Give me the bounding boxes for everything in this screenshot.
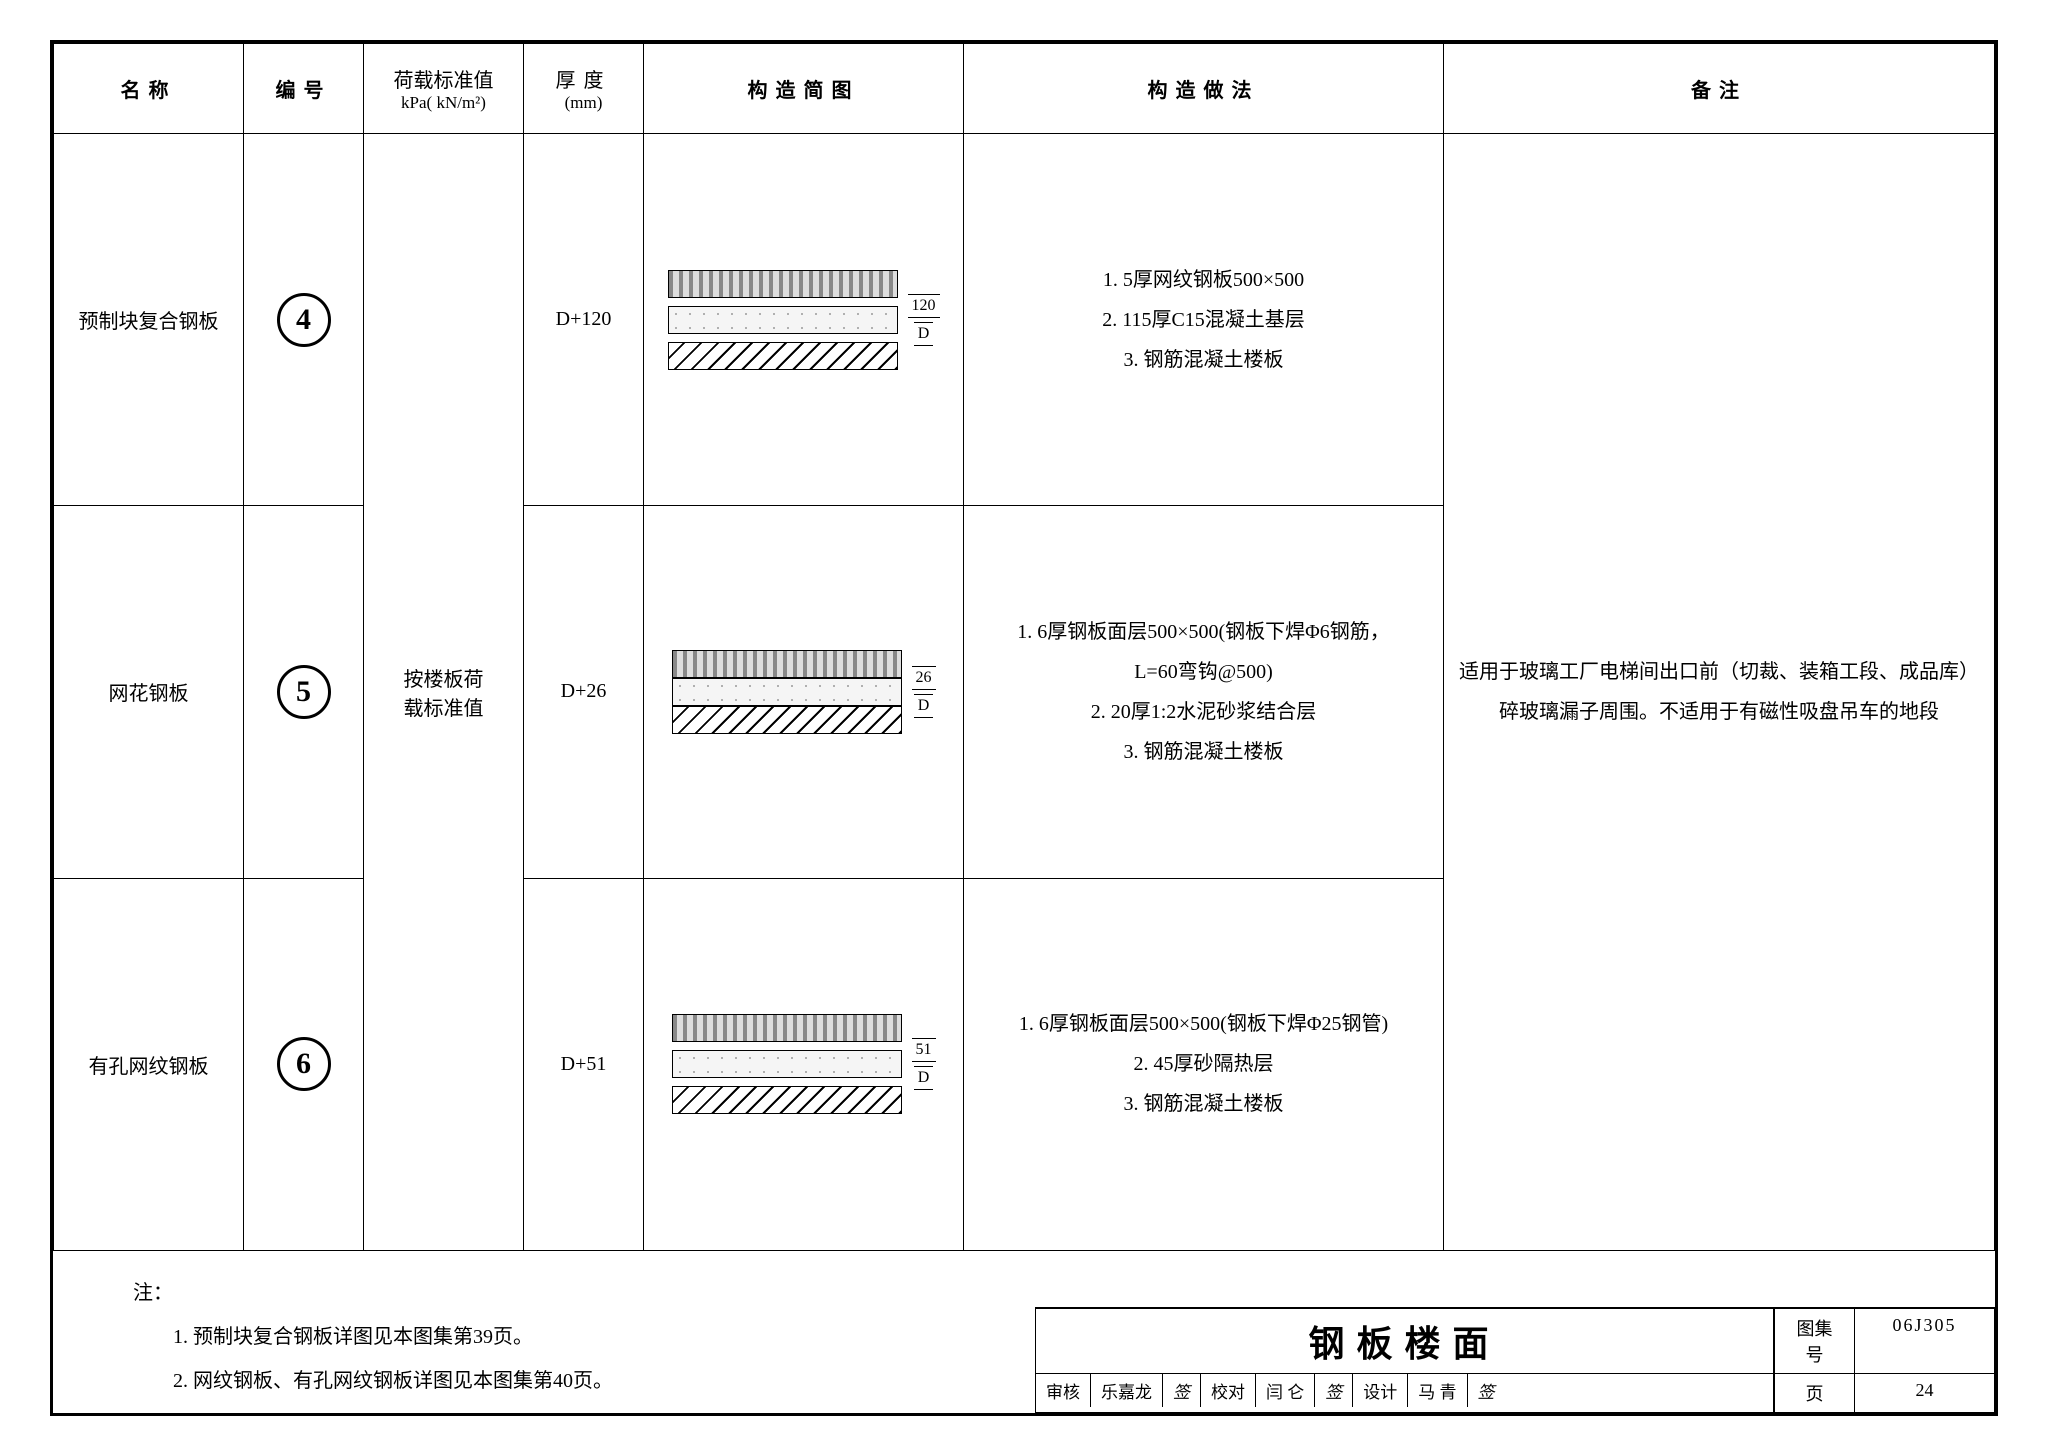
dim-value: 51 xyxy=(912,1038,936,1062)
layer-stack xyxy=(672,650,902,734)
table-row: 预制块复合钢板4按楼板荷 载标准值D+120120D1. 5厚网纹钢板500×5… xyxy=(54,134,1995,506)
cell-thickness: D+26 xyxy=(524,506,644,878)
header-row: 名称 编号 荷载标准值 kPa( kN/m²) 厚度 (mm) 构造简图 构造做… xyxy=(54,44,1995,134)
note-line-2: 2. 网纹钢板、有孔网纹钢板详图见本图集第40页。 xyxy=(133,1359,995,1403)
cell-method: 1. 5厚网纹钢板500×500 2. 115厚C15混凝土基层 3. 钢筋混凝… xyxy=(964,134,1444,506)
diagram-wrap: 120 D xyxy=(654,270,953,370)
dimension-labels: 26 D xyxy=(912,666,936,718)
dimension-labels: 120 D xyxy=(908,294,940,346)
th-diagram: 构造简图 xyxy=(644,44,964,134)
drawing-frame: 名称 编号 荷载标准值 kPa( kN/m²) 厚度 (mm) 构造简图 构造做… xyxy=(50,40,1998,1416)
title-meta: 审核 乐嘉龙 签 校对 闫 仑 签 设计 马 青 签 xyxy=(1036,1374,1773,1407)
page-no: 24 xyxy=(1854,1374,1994,1412)
audit-label: 审核 xyxy=(1036,1374,1091,1407)
construction-table: 名称 编号 荷载标准值 kPa( kN/m²) 厚度 (mm) 构造简图 构造做… xyxy=(53,43,1995,1251)
cell-diagram: 51 D xyxy=(644,878,964,1250)
check-name: 闫 仑 xyxy=(1256,1374,1315,1407)
layer-stack xyxy=(672,1014,902,1114)
cell-code: 6 xyxy=(244,878,364,1250)
title-block: 钢板楼面 审核 乐嘉龙 签 校对 闫 仑 签 设计 马 青 签 xyxy=(1035,1307,1995,1413)
dim-value: D xyxy=(914,694,934,718)
code-circle: 5 xyxy=(277,665,331,719)
code-circle: 4 xyxy=(277,293,331,347)
set-no: 06J305 xyxy=(1854,1309,1994,1374)
doc-title: 钢板楼面 xyxy=(1036,1309,1773,1374)
dim-value: D xyxy=(914,322,934,346)
diagram-layer xyxy=(668,306,898,334)
cell-method: 1. 6厚钢板面层500×500(钢板下焊Φ6钢筋， L=60弯钩@500) 2… xyxy=(964,506,1444,878)
cell-name: 预制块复合钢板 xyxy=(54,134,244,506)
th-load-txt: 荷载标准值 xyxy=(394,70,494,92)
dim-value: 26 xyxy=(912,666,936,690)
notes-title: 注： xyxy=(133,1271,995,1315)
check-label: 校对 xyxy=(1201,1374,1256,1407)
cell-remark: 适用于玻璃工厂电梯间出口前（切裁、装箱工段、成品库）碎玻璃漏子周围。不适用于有磁… xyxy=(1444,134,1995,1251)
th-method: 构造做法 xyxy=(964,44,1444,134)
dim-value: 120 xyxy=(908,294,940,318)
code-circle: 6 xyxy=(277,1037,331,1091)
cell-diagram: 120 D xyxy=(644,134,964,506)
page-label: 页 xyxy=(1774,1374,1854,1412)
set-label: 图集号 xyxy=(1774,1309,1854,1374)
diagram-wrap: 26 D xyxy=(654,650,953,734)
diagram-wrap: 51 D xyxy=(654,1014,953,1114)
cell-diagram: 26 D xyxy=(644,506,964,878)
cell-code: 4 xyxy=(244,134,364,506)
th-remark: 备注 xyxy=(1444,44,1995,134)
design-name: 马 青 xyxy=(1408,1374,1467,1407)
diagram-layer xyxy=(672,1086,902,1114)
diagram-layer xyxy=(672,678,902,706)
cell-name: 网花钢板 xyxy=(54,506,244,878)
diagram-layer xyxy=(672,1050,902,1078)
cell-load: 按楼板荷 载标准值 xyxy=(364,134,524,1251)
cell-thickness: D+120 xyxy=(524,134,644,506)
th-code: 编号 xyxy=(244,44,364,134)
dim-value: D xyxy=(914,1066,934,1090)
diagram-layer xyxy=(668,270,898,298)
th-thickness-unit: (mm) xyxy=(534,93,633,113)
footer-section: 注： 1. 预制块复合钢板详图见本图集第39页。 2. 网纹钢板、有孔网纹钢板详… xyxy=(53,1251,1995,1413)
notes-block: 注： 1. 预制块复合钢板详图见本图集第39页。 2. 网纹钢板、有孔网纹钢板详… xyxy=(53,1251,1035,1413)
layer-stack xyxy=(668,270,898,370)
th-load-unit: kPa( kN/m²) xyxy=(374,93,513,113)
note-line-1: 1. 预制块复合钢板详图见本图集第39页。 xyxy=(133,1315,995,1359)
design-label: 设计 xyxy=(1353,1374,1408,1407)
cell-code: 5 xyxy=(244,506,364,878)
diagram-layer xyxy=(672,1014,902,1042)
cell-name: 有孔网纹钢板 xyxy=(54,878,244,1250)
design-sign: 签 xyxy=(1468,1374,1774,1407)
dimension-labels: 51 D xyxy=(912,1038,936,1090)
th-name: 名称 xyxy=(54,44,244,134)
check-sign: 签 xyxy=(1315,1374,1353,1407)
diagram-layer xyxy=(672,706,902,734)
audit-sign: 签 xyxy=(1163,1374,1201,1407)
diagram-layer xyxy=(668,342,898,370)
th-thickness-txt: 厚度 xyxy=(556,70,612,92)
diagram-layer xyxy=(672,650,902,678)
th-thickness: 厚度 (mm) xyxy=(524,44,644,134)
th-load: 荷载标准值 kPa( kN/m²) xyxy=(364,44,524,134)
audit-name: 乐嘉龙 xyxy=(1091,1374,1163,1407)
cell-method: 1. 6厚钢板面层500×500(钢板下焊Φ25钢管) 2. 45厚砂隔热层 3… xyxy=(964,878,1444,1250)
cell-thickness: D+51 xyxy=(524,878,644,1250)
